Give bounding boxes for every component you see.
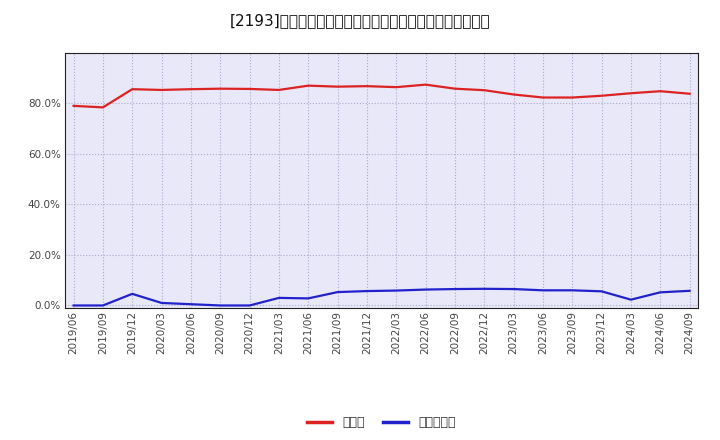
Legend: 現須金, 有利子負債: 現須金, 有利子負債 [302,411,461,434]
Text: [2193]　現須金、有利子負債の総資産に対する比率の推移: [2193] 現須金、有利子負債の総資産に対する比率の推移 [230,13,490,28]
